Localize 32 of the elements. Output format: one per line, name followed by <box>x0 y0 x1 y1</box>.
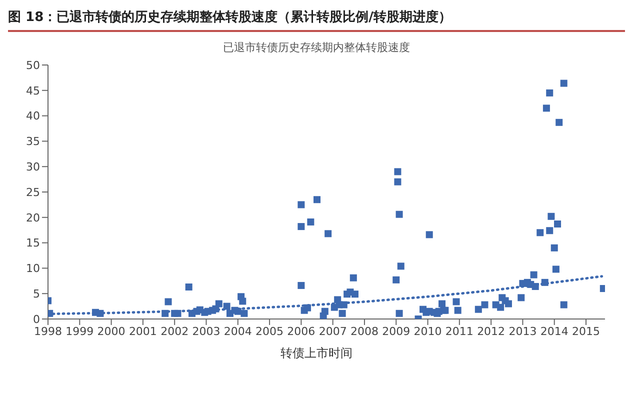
y-tick-label: 25 <box>26 186 40 199</box>
x-tick-label: 2011 <box>445 324 474 338</box>
x-tick-label: 2005 <box>256 324 284 338</box>
x-tick-label: 2007 <box>318 324 347 338</box>
x-axis-title: 转债上市时间 <box>280 345 354 362</box>
y-tick-label: 50 <box>26 58 40 72</box>
x-tick-label: 2015 <box>572 324 600 338</box>
x-tick-label: 2012 <box>477 324 506 338</box>
x-tick-label: 2014 <box>540 324 568 338</box>
chart-subtitle: 已退市转债历史存续期内整体转股速度 <box>222 40 411 55</box>
y-tick-label: 10 <box>26 262 40 276</box>
y-tick-label: 15 <box>26 236 40 250</box>
y-tick-label: 30 <box>26 160 40 174</box>
x-tick-label: 2006 <box>287 324 316 338</box>
x-tick-label: 2003 <box>192 324 220 338</box>
x-tick-label: 2002 <box>160 324 189 338</box>
y-tick-label: 0 <box>33 312 40 326</box>
chart-title: 图 18：已退市转债的历史存续期整体转股速度（累计转股比例/转股期进度） <box>8 8 625 32</box>
x-tick-label: 2004 <box>224 324 252 338</box>
y-tick-label: 5 <box>33 288 40 301</box>
y-tick-label: 45 <box>26 84 40 98</box>
y-tick-label: 20 <box>26 211 40 224</box>
x-tick-label: 2010 <box>414 324 442 338</box>
x-tick-label: 2000 <box>97 324 126 338</box>
y-tick-label: 40 <box>26 110 40 123</box>
x-tick-label: 2001 <box>128 324 157 338</box>
x-tick-label: 2008 <box>350 324 378 338</box>
x-tick-label: 1998 <box>34 324 62 338</box>
x-tick-label: 2013 <box>508 324 537 338</box>
y-tick-label: 35 <box>26 135 40 148</box>
x-tick-label: 2009 <box>382 324 410 338</box>
x-tick-label: 1999 <box>66 324 94 338</box>
